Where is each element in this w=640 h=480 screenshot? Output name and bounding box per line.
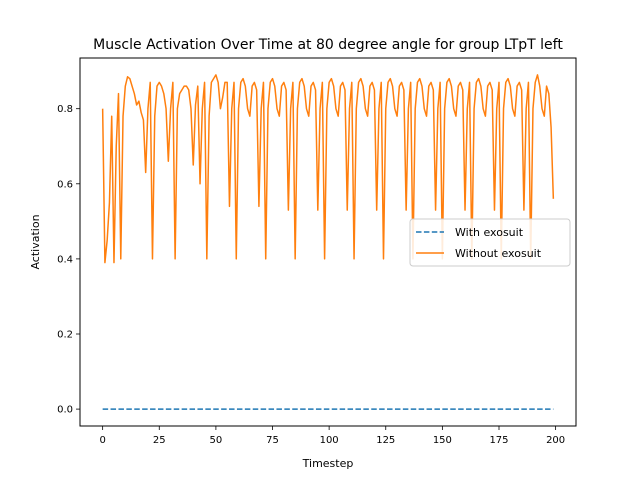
x-axis-label: Timestep bbox=[302, 457, 354, 470]
y-tick-label: 0.0 bbox=[57, 405, 73, 416]
plot-area bbox=[101, 74, 555, 410]
y-tick-label: 0.6 bbox=[57, 179, 73, 190]
chart-title: Muscle Activation Over Time at 80 degree… bbox=[93, 37, 563, 53]
axis-ticks: 0 25 50 75 100 125 150 175 200 0.0 0.2 0.4 0.6 0.8 bbox=[57, 104, 565, 446]
y-tick-label: 0.4 bbox=[57, 254, 73, 265]
x-tick-label: 125 bbox=[376, 435, 395, 446]
y-tick-label: 0.8 bbox=[57, 104, 73, 115]
legend-label-without-exosuit: Without exosuit bbox=[455, 247, 542, 260]
y-axis-label: Activation bbox=[29, 214, 42, 269]
x-tick-label: 50 bbox=[210, 435, 223, 446]
x-tick-label: 100 bbox=[320, 435, 339, 446]
x-tick-label: 75 bbox=[266, 435, 279, 446]
x-tick-label: 25 bbox=[153, 435, 166, 446]
legend: With exosuit Without exosuit bbox=[409, 218, 571, 267]
x-tick-label: 150 bbox=[433, 435, 452, 446]
legend-box bbox=[409, 218, 571, 267]
plot-frame bbox=[79, 57, 577, 427]
x-tick-label: 0 bbox=[99, 435, 105, 446]
x-tick-label: 175 bbox=[489, 435, 508, 446]
x-tick-label: 200 bbox=[546, 435, 565, 446]
y-tick-label: 0.2 bbox=[57, 330, 73, 341]
series-line-without-exosuit bbox=[101, 74, 555, 264]
legend-label-with-exosuit: With exosuit bbox=[455, 226, 524, 239]
